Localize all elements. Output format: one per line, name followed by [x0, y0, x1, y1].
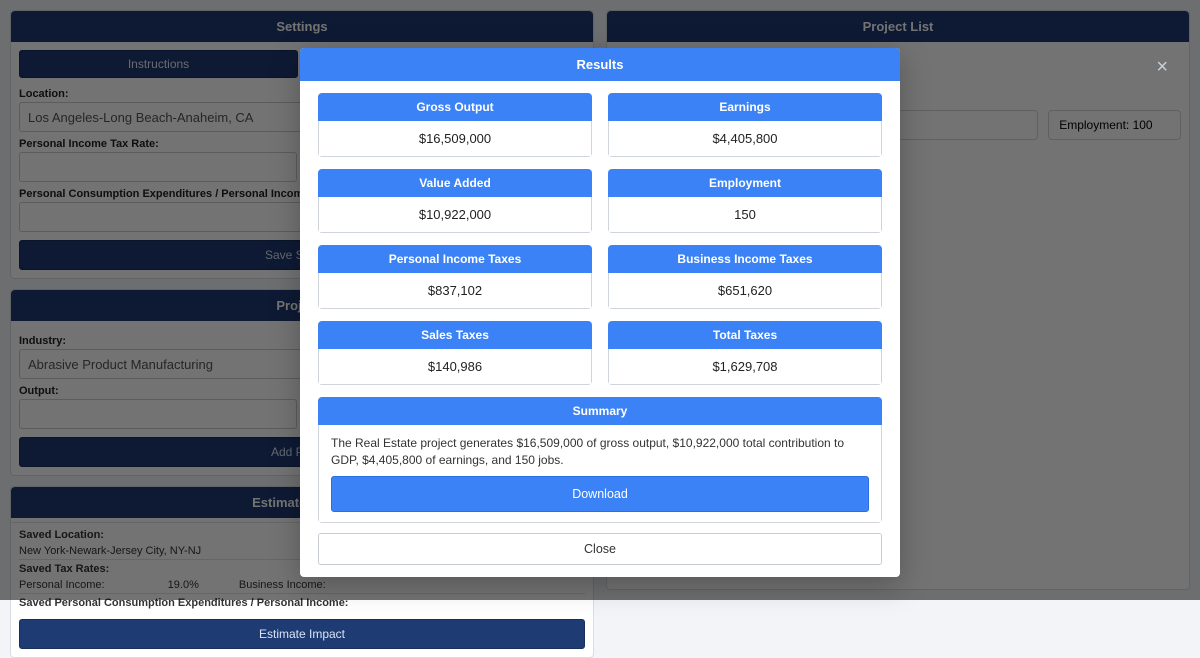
summary-header: Summary	[318, 397, 882, 425]
summary-card: Summary The Real Estate project generate…	[318, 397, 882, 523]
close-icon[interactable]: ×	[1156, 56, 1168, 79]
card-value-added: Value Added $10,922,000	[318, 169, 592, 233]
card-earnings: Earnings $4,405,800	[608, 93, 882, 157]
close-button[interactable]: Close	[318, 533, 882, 565]
estimate-impact-button[interactable]: Estimate Impact	[19, 619, 585, 649]
card-employment: Employment 150	[608, 169, 882, 233]
modal-title: Results	[300, 48, 900, 81]
card-sales-taxes: Sales Taxes $140,986	[318, 321, 592, 385]
summary-text: The Real Estate project generates $16,50…	[331, 435, 869, 470]
card-total-taxes: Total Taxes $1,629,708	[608, 321, 882, 385]
download-button[interactable]: Download	[331, 476, 869, 512]
card-gross-output: Gross Output $16,509,000	[318, 93, 592, 157]
card-business-income-taxes: Business Income Taxes $651,620	[608, 245, 882, 309]
results-modal: Results Gross Output $16,509,000 Earning…	[300, 48, 900, 577]
card-personal-income-taxes: Personal Income Taxes $837,102	[318, 245, 592, 309]
